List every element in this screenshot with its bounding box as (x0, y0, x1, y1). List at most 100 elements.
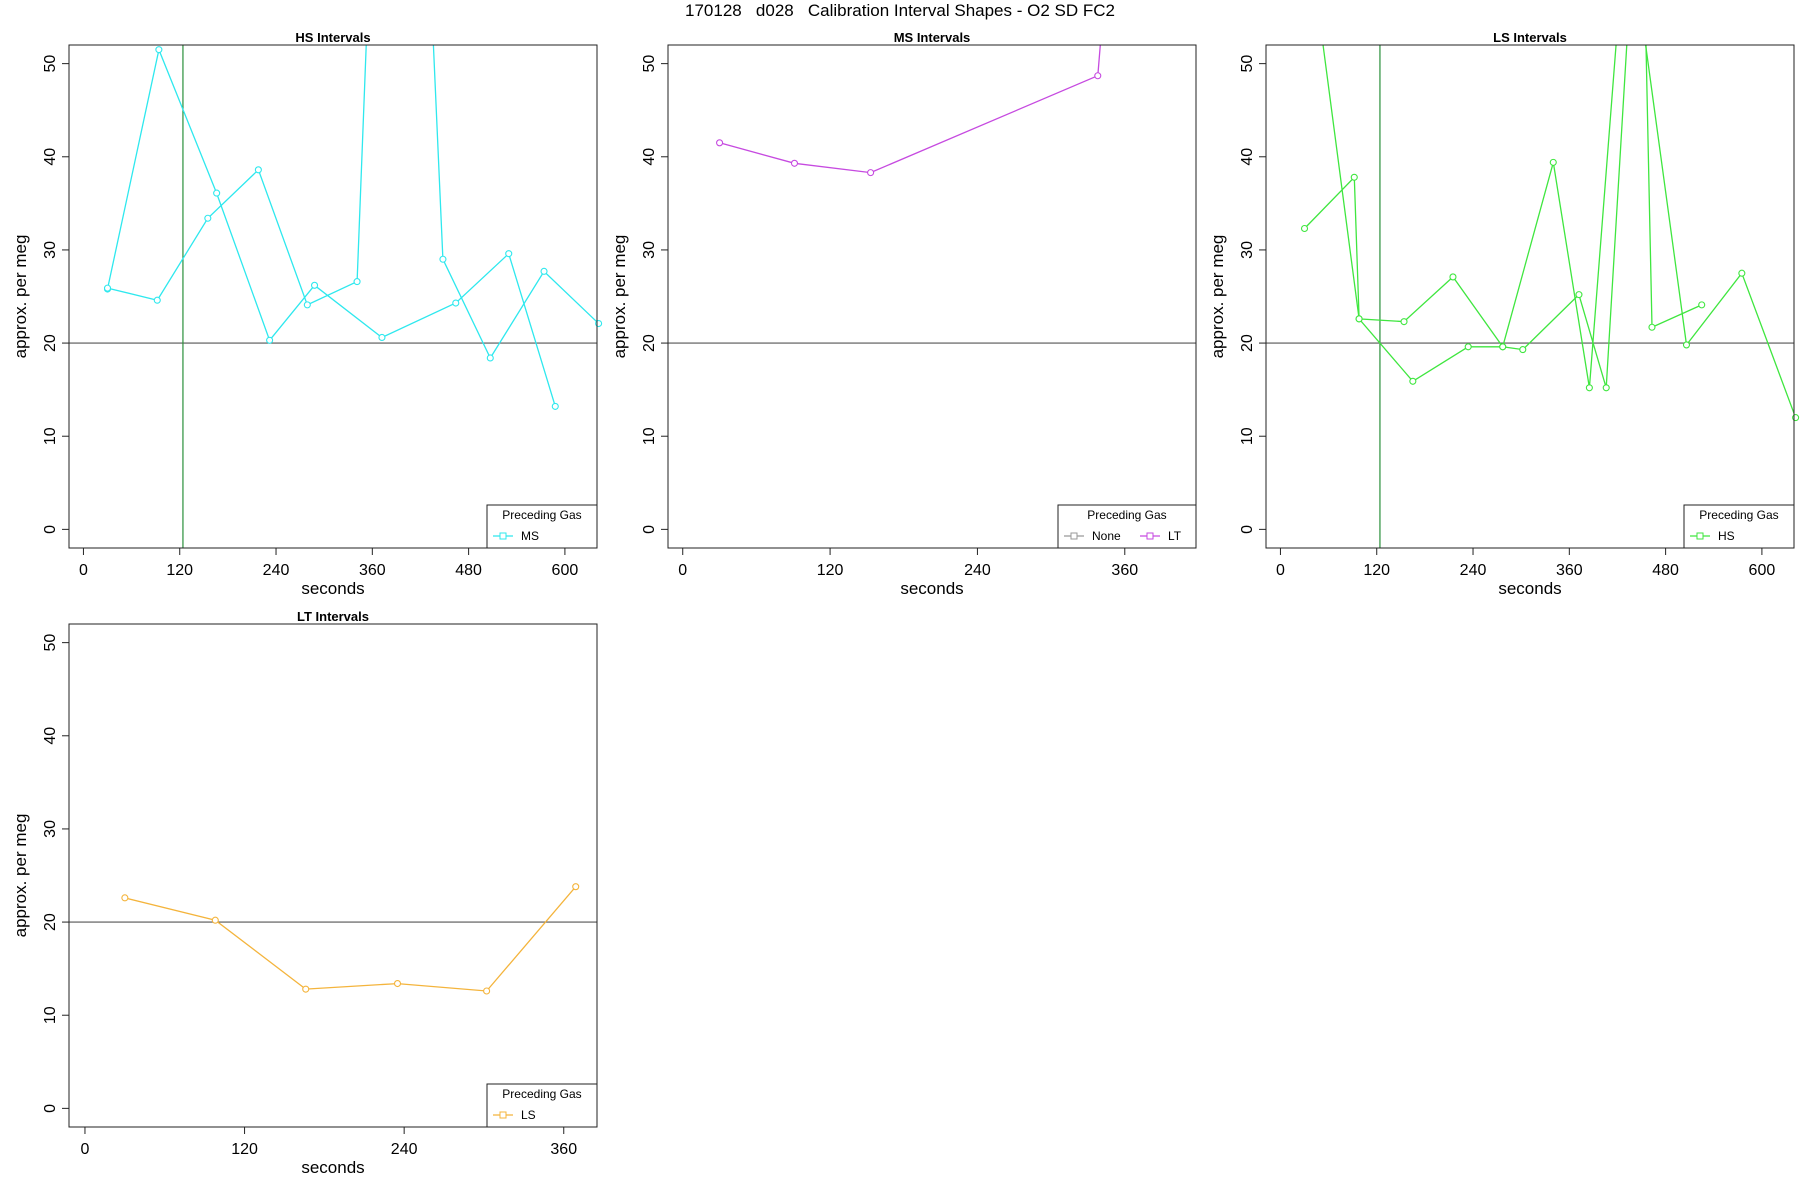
data-point (155, 46, 163, 54)
panel-hs-intervals: 0 120 240 360 480 600 seconds 0 10 20 30 40 50 approx… (11, 30, 603, 598)
y-axis-label: approx. per meg (11, 814, 30, 938)
y-tick-label: 50 (42, 634, 59, 652)
x-tick-label: 600 (552, 562, 579, 579)
y-tick-label: 10 (1239, 427, 1256, 445)
x-tick-label: 360 (359, 562, 386, 579)
data-point (1409, 377, 1417, 385)
x-tick-label: 0 (79, 562, 88, 579)
legend-title: Preceding Gas (1699, 508, 1778, 522)
x-axis-label: seconds (301, 579, 364, 598)
data-point (153, 296, 161, 304)
y-tick-label: 20 (42, 913, 59, 931)
legend-title: Preceding Gas (1087, 508, 1166, 522)
legend-entry-label: MS (521, 529, 539, 543)
y-tick-label: 0 (1239, 525, 1256, 534)
x-tick-label: 120 (166, 562, 193, 579)
panel-title: LT Intervals (297, 609, 369, 624)
y-axis-label: approx. per meg (1208, 235, 1227, 359)
data-point (121, 894, 129, 902)
data-point (1575, 291, 1583, 299)
data-point (1648, 323, 1656, 331)
data-point (103, 284, 112, 292)
data-point (1549, 158, 1557, 166)
legend-box (486, 1083, 598, 1128)
x-tick-label: 120 (231, 1141, 258, 1158)
data-point (486, 354, 494, 362)
y-tick-label: 30 (42, 820, 59, 838)
legend-box (1683, 504, 1795, 549)
figure-title: 170128 d028 Calibration Interval Shapes … (685, 1, 1115, 20)
data-point (1094, 72, 1102, 80)
panel-title: LS Intervals (1493, 30, 1567, 45)
y-tick-label: 10 (42, 427, 59, 445)
legend-swatch-marker (1070, 532, 1078, 540)
data-point (551, 402, 559, 410)
y-axis-label: approx. per meg (11, 235, 30, 359)
y-tick-label: 0 (42, 525, 59, 534)
y-tick-label: 40 (42, 148, 59, 166)
data-point (572, 883, 580, 891)
data-point (1519, 346, 1527, 354)
data-point (1350, 173, 1358, 181)
data-point (303, 301, 311, 309)
panel-ls-intervals: 0 120 240 360 480 600 seconds 0 10 20 30 40 50 approx… (1208, 30, 1800, 598)
y-axis-label: approx. per meg (610, 235, 629, 359)
x-tick-label: 600 (1749, 562, 1776, 579)
plot-frame (68, 44, 598, 549)
panel-title: MS Intervals (894, 30, 971, 45)
y-tick-label: 40 (1239, 148, 1256, 166)
series-line (107, 45, 597, 360)
data-point (790, 159, 799, 167)
plot-frame (1265, 44, 1795, 549)
data-point (1738, 269, 1746, 277)
series-line (1304, 45, 1702, 388)
y-tick-label: 20 (1239, 334, 1256, 352)
legend-box (1057, 504, 1197, 549)
legend-entry-label: LS (521, 1108, 536, 1122)
legend-entry-label: HS (1718, 529, 1735, 543)
data-point (310, 281, 319, 289)
panel-ms-intervals: 0 120 240 360 seconds 0 10 20 30 40 50 approx. per … (610, 30, 1197, 598)
data-point (1449, 273, 1457, 281)
data-point (1355, 315, 1363, 323)
legend-box (486, 504, 598, 549)
data-point (213, 189, 221, 197)
x-tick-label: 480 (455, 562, 482, 579)
y-tick-label: 40 (42, 727, 59, 745)
y-tick-label: 0 (641, 525, 658, 534)
y-tick-label: 50 (42, 55, 59, 73)
legend-swatch-marker (1146, 532, 1154, 540)
y-tick-label: 40 (641, 148, 658, 166)
legend-title: Preceding Gas (502, 508, 581, 522)
x-tick-label: 360 (550, 1141, 577, 1158)
series-line (124, 886, 577, 992)
x-tick-label: 0 (81, 1141, 90, 1158)
x-tick-label: 240 (1460, 562, 1487, 579)
x-tick-label: 120 (1363, 562, 1390, 579)
data-point (302, 985, 310, 993)
data-point (1682, 341, 1691, 349)
y-tick-label: 10 (42, 1006, 59, 1024)
y-tick-label: 20 (42, 334, 59, 352)
legend-entry-label: None (1092, 529, 1121, 543)
y-tick-label: 20 (641, 334, 658, 352)
series-line (1322, 45, 1794, 416)
data-point (393, 980, 402, 988)
panel-title: HS Intervals (295, 30, 370, 45)
x-tick-label: 0 (678, 562, 687, 579)
plot-frame (667, 44, 1197, 549)
x-tick-label: 360 (1556, 562, 1583, 579)
data-point (540, 267, 548, 275)
data-point (452, 299, 460, 307)
data-point (211, 916, 219, 924)
x-axis-label: seconds (900, 579, 963, 598)
data-point (1585, 384, 1593, 392)
y-tick-label: 50 (641, 55, 658, 73)
x-tick-label: 240 (964, 562, 991, 579)
legend-swatch-marker (499, 1111, 507, 1119)
y-tick-label: 30 (1239, 241, 1256, 259)
legend-title: Preceding Gas (502, 1087, 581, 1101)
x-axis-label: seconds (301, 1158, 364, 1177)
panel-lt-intervals: 0 120 240 360 seconds 0 10 20 30 40 50 approx. per … (11, 609, 598, 1177)
